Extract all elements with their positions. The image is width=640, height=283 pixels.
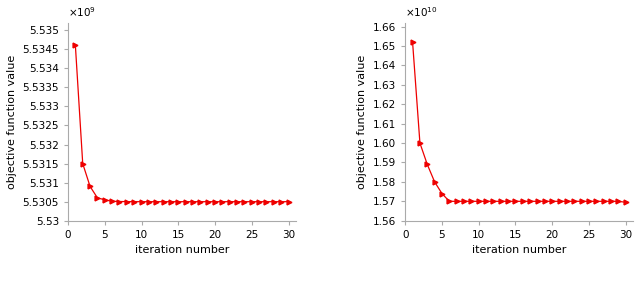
X-axis label: iteration number: iteration number [135,245,229,255]
Text: $\times 10^{9}$: $\times 10^{9}$ [68,5,96,19]
X-axis label: iteration number: iteration number [472,245,566,255]
Y-axis label: objective function value: objective function value [357,55,367,189]
Text: $\times 10^{10}$: $\times 10^{10}$ [405,5,438,19]
Y-axis label: objective function value: objective function value [7,55,17,189]
